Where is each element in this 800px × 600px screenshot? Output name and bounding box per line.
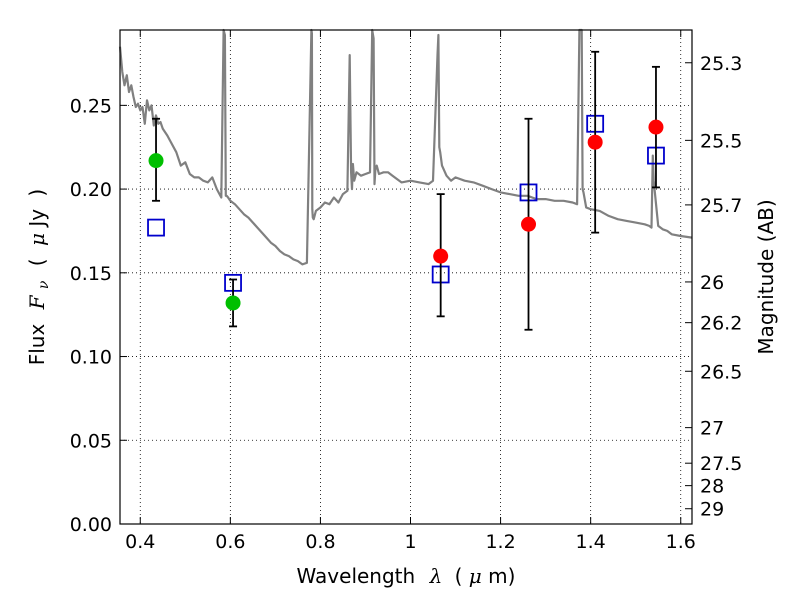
spectrum-line — [118, 28, 693, 266]
right-tick-label: 26 — [700, 272, 724, 294]
axis-ticks: 0.4 0.6 0.8 1 1.2 1.4 1.6 0.00 0.05 0.10 0.15 0.20 0… — [70, 30, 742, 553]
y-axis-label-unit-rest: Jy — [25, 209, 49, 229]
y-tick-label: 0.05 — [70, 430, 112, 452]
x-tick-label: 1.2 — [485, 531, 515, 553]
right-axis-label: Magnitude (AB) — [754, 199, 778, 354]
y-tick-label: 0.20 — [70, 179, 112, 201]
right-tick-label: 28 — [700, 476, 724, 498]
right-tick-label: 25.7 — [700, 195, 742, 217]
observed-point-green — [148, 153, 164, 169]
x-tick-label: 0.6 — [215, 531, 245, 553]
right-tick-label: 25.5 — [700, 130, 742, 152]
observed-point-red — [521, 216, 537, 232]
observed-point-green — [225, 295, 241, 311]
x-tick-label: 1.4 — [576, 531, 606, 553]
y-tick-label: 0.15 — [70, 263, 112, 285]
x-tick-label: 1.6 — [666, 531, 696, 553]
right-tick-label: 26.2 — [700, 313, 742, 335]
right-tick-label: 27 — [700, 418, 724, 440]
y-tick-label: 0.10 — [70, 347, 112, 369]
grid — [120, 30, 692, 525]
x-axis-label: Wavelength λ ( μ m) — [297, 564, 516, 588]
y-axis-label-unit-open: ( — [25, 258, 49, 266]
right-tick-label: 29 — [700, 499, 724, 521]
y-tick-label: 0.25 — [70, 95, 112, 117]
right-tick-label: 26.5 — [700, 361, 742, 383]
x-axis-label-unit-mu: μ — [469, 564, 482, 588]
x-tick-label: 0.8 — [305, 531, 335, 553]
x-tick-label: 0.4 — [125, 531, 155, 553]
x-axis-label-text: Wavelength — [297, 564, 416, 588]
y-axis-label: Flux F ν ( μ Jy ) — [25, 189, 53, 366]
y-axis-label-symbol: F — [25, 294, 49, 310]
x-axis-label-unit-open: ( — [455, 564, 463, 588]
observed-point-red — [433, 248, 449, 264]
right-tick-label: 25.3 — [700, 53, 742, 75]
x-axis-label-symbol: λ — [429, 564, 443, 588]
model-square — [147, 218, 165, 237]
y-axis-label-unit-close: ) — [25, 189, 49, 197]
plot-frame — [119, 29, 693, 525]
y-axis-label-sub: ν — [36, 280, 52, 289]
y-axis-label-unit-mu: μ — [25, 233, 49, 246]
observed-point-red — [587, 134, 603, 150]
right-tick-label: 27.5 — [700, 453, 742, 475]
y-tick-label: 0.00 — [70, 514, 112, 536]
model-spectrum — [118, 28, 693, 266]
x-axis-label-unit-rest: m) — [488, 564, 515, 588]
observed-point-red — [648, 119, 664, 135]
y-axis-label-text: Flux — [25, 324, 49, 366]
x-tick-label: 1 — [404, 531, 416, 553]
data-points — [147, 50, 665, 331]
